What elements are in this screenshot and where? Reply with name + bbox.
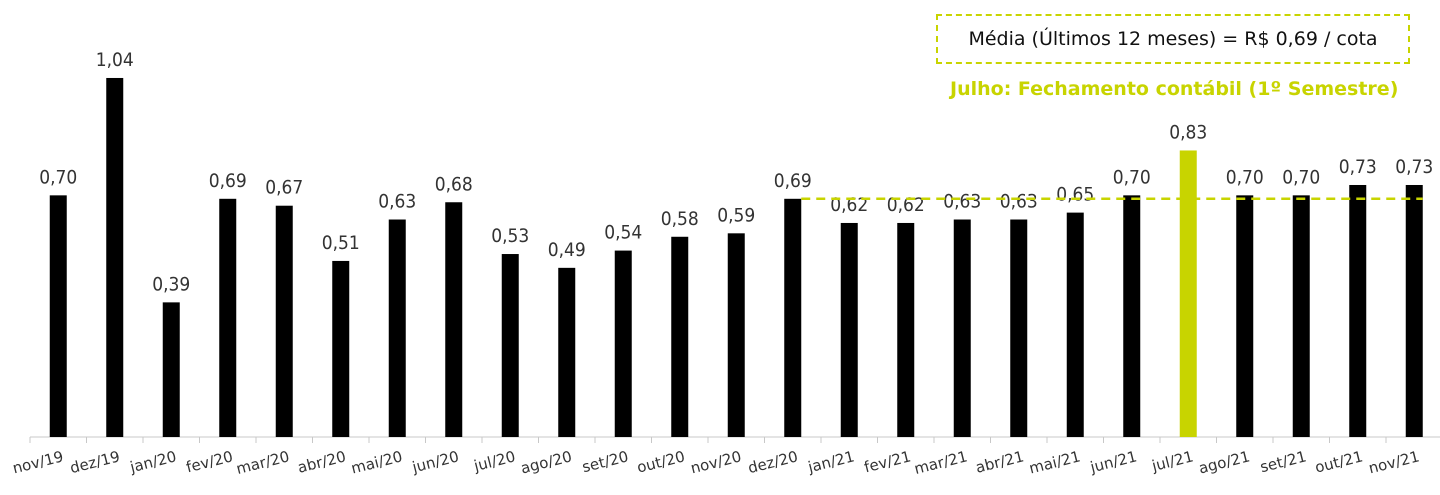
- x-tick-label: abr/21: [974, 447, 1026, 476]
- value-label: 0,62: [830, 194, 868, 216]
- value-label: 0,73: [1339, 156, 1377, 178]
- x-tick-label: jun/20: [409, 447, 460, 476]
- x-tick-label: fev/20: [184, 447, 234, 476]
- value-label: 0,69: [774, 170, 812, 192]
- x-tick-label: set/21: [1258, 447, 1308, 476]
- x-tick-label: dez/20: [746, 447, 800, 477]
- value-label: 0,59: [717, 204, 755, 226]
- x-tick-label: mar/20: [234, 447, 291, 478]
- bar-set-21: [1292, 195, 1310, 437]
- bar-abr-21: [1010, 219, 1028, 437]
- bar-ago-21: [1236, 195, 1254, 437]
- value-label: 0,63: [1000, 191, 1038, 213]
- x-tick-label: fev/21: [862, 447, 912, 476]
- x-tick-label: jul/20: [471, 447, 517, 475]
- value-label: 0,54: [604, 222, 642, 244]
- bar-fev-20: [219, 198, 237, 437]
- value-label: 1,04: [96, 49, 134, 71]
- value-label: 0,69: [209, 170, 247, 192]
- value-label: 0,70: [39, 166, 77, 188]
- bar-jun-20: [445, 202, 463, 437]
- bar-set-20: [614, 250, 632, 437]
- bar-nov-21: [1405, 184, 1423, 437]
- x-tick-label: dez/19: [68, 447, 122, 477]
- value-label: 0,51: [322, 232, 360, 254]
- bar-jul-20: [501, 254, 519, 437]
- bar-mar-21: [953, 219, 971, 437]
- x-tick-label: jun/21: [1087, 447, 1138, 476]
- x-tick-label: jan/21: [805, 447, 856, 476]
- value-label: 0,68: [435, 173, 473, 195]
- bar-abr-20: [332, 260, 350, 437]
- july-note: Julho: Fechamento contábil (1º Semestre): [950, 78, 1399, 100]
- value-label: 0,62: [887, 194, 925, 216]
- bar-jul-21: [1179, 150, 1197, 438]
- x-tick-label: ago/21: [1197, 447, 1252, 477]
- bar-fev-21: [897, 222, 915, 437]
- x-tick-label: nov/21: [1367, 447, 1422, 477]
- bar-mar-20: [275, 205, 293, 437]
- bar-mai-20: [388, 219, 406, 437]
- bar-out-20: [671, 236, 689, 437]
- x-tick-label: ago/20: [519, 447, 574, 477]
- value-label: 0,73: [1395, 156, 1433, 178]
- value-label: 0,58: [661, 208, 699, 230]
- bar-nov-20: [727, 233, 745, 437]
- bar-dez-20: [784, 198, 802, 437]
- value-label: 0,63: [378, 191, 416, 213]
- x-tick-label: abr/20: [296, 447, 348, 476]
- value-label: 0,49: [548, 239, 586, 261]
- x-tick-label: jan/20: [127, 447, 178, 476]
- bar-ago-20: [558, 267, 576, 437]
- value-label: 0,70: [1113, 166, 1151, 188]
- value-label: 0,53: [491, 225, 529, 247]
- value-label: 0,83: [1169, 121, 1207, 143]
- x-tick-label: out/20: [635, 447, 687, 476]
- average-box: Média (Últimos 12 meses) = R$ 0,69 / cot…: [936, 14, 1410, 64]
- bar-jan-20: [162, 302, 180, 437]
- bar-out-21: [1349, 184, 1367, 437]
- value-label: 0,70: [1226, 166, 1264, 188]
- bar-nov-19: [49, 195, 67, 437]
- x-tick-label: jul/21: [1149, 447, 1195, 475]
- bar-mai-21: [1066, 212, 1084, 437]
- value-label: 0,67: [265, 177, 303, 199]
- bar-dez-19: [106, 77, 124, 438]
- x-tick-label: nov/19: [11, 447, 66, 477]
- x-tick-label: mai/21: [1027, 447, 1082, 477]
- value-label: 0,63: [943, 191, 981, 213]
- bar-jan-21: [840, 222, 858, 437]
- x-tick-label: mai/20: [349, 447, 404, 477]
- value-label: 0,39: [152, 273, 190, 295]
- bar-jun-21: [1123, 195, 1141, 437]
- value-label: 0,70: [1282, 166, 1320, 188]
- x-tick-label: set/20: [580, 447, 630, 476]
- x-tick-label: mar/21: [912, 447, 969, 478]
- x-tick-label: nov/20: [689, 447, 744, 477]
- x-tick-label: out/21: [1313, 447, 1365, 476]
- value-label: 0,65: [1056, 184, 1094, 206]
- average-box-text: Média (Últimos 12 meses) = R$ 0,69 / cot…: [968, 28, 1378, 50]
